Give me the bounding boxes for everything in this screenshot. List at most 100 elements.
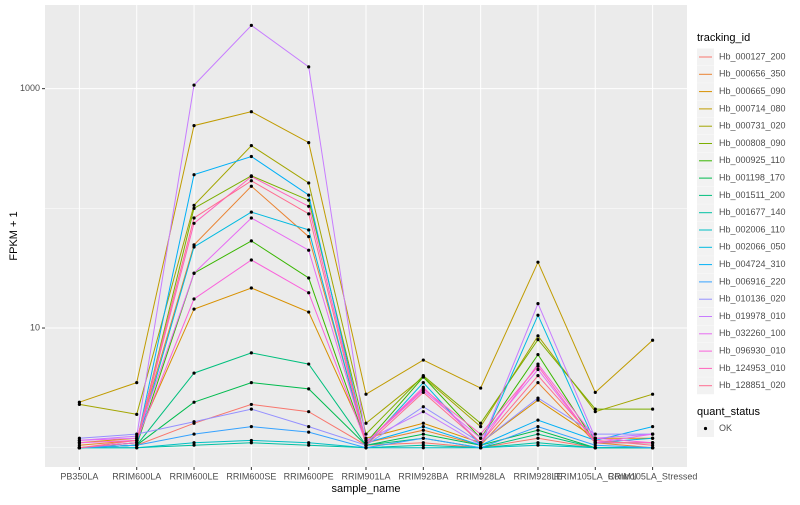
data-point: [192, 221, 196, 225]
data-point: [77, 446, 81, 450]
data-point: [77, 443, 81, 447]
data-point: [192, 400, 196, 404]
data-point: [536, 338, 540, 342]
legend-label: Hb_096930_010: [719, 345, 786, 355]
data-point: [77, 400, 81, 404]
data-point: [421, 428, 425, 432]
data-point: [307, 387, 311, 391]
legend-label: Hb_128851_020: [719, 380, 786, 390]
data-point: [192, 297, 196, 301]
data-point: [536, 380, 540, 385]
data-point: [536, 428, 540, 432]
legend-label: Hb_000925_110: [719, 155, 785, 165]
data-point: [593, 441, 597, 445]
y-tick-label: 1000: [20, 83, 40, 93]
data-point: [249, 258, 253, 262]
data-point: [479, 443, 483, 447]
data-point: [593, 407, 597, 411]
data-point: [536, 364, 540, 368]
data-point: [593, 446, 597, 450]
data-point: [249, 286, 253, 290]
data-point: [249, 110, 253, 114]
data-point: [421, 405, 425, 409]
data-point: [249, 144, 253, 148]
data-point: [192, 432, 196, 436]
data-point: [249, 179, 253, 183]
legend-label: Hb_004724_310: [719, 259, 786, 269]
data-point: [307, 65, 311, 69]
data-point: [307, 212, 311, 216]
data-point: [421, 432, 425, 436]
data-point: [536, 313, 540, 317]
data-point: [536, 301, 540, 306]
data-point: [593, 443, 597, 447]
data-point: [192, 271, 196, 275]
data-point: [249, 23, 253, 27]
legend-label: Hb_019978_010: [719, 311, 786, 321]
data-point: [249, 402, 253, 407]
data-point: [135, 436, 139, 440]
data-point: [593, 390, 597, 394]
data-point: [479, 421, 483, 425]
legend-label: Hb_000127_200: [719, 51, 786, 61]
data-point: [479, 441, 483, 445]
data-point: [479, 436, 483, 440]
data-point: [192, 216, 196, 220]
data-point: [364, 446, 368, 450]
data-point: [421, 387, 425, 391]
legend-label: Hb_001677_140: [719, 207, 786, 217]
x-tick-label: RRIM928LE: [513, 471, 562, 481]
data-point: [421, 421, 425, 425]
data-point: [192, 245, 196, 249]
legend-label: Hb_002006_110: [719, 224, 785, 234]
data-point: [77, 402, 81, 407]
data-point: [307, 141, 311, 145]
data-point: [135, 438, 139, 443]
data-point: [536, 367, 540, 372]
data-point: [249, 216, 253, 220]
legend-label: Hb_032260_100: [719, 328, 786, 338]
data-point: [307, 443, 311, 447]
data-point: [249, 438, 253, 443]
data-point: [192, 441, 196, 445]
x-axis-title: sample_name: [331, 483, 400, 495]
x-tick-label: RRIM105LA_Stressed: [608, 471, 698, 481]
data-point: [479, 432, 483, 436]
data-point: [249, 407, 253, 411]
data-point: [536, 443, 540, 447]
data-point: [364, 438, 368, 443]
data-point: [307, 204, 311, 208]
data-point: [651, 443, 655, 447]
data-point: [192, 203, 196, 207]
legend-label: Hb_124953_010: [719, 363, 786, 373]
data-point: [249, 239, 253, 243]
data-point: [249, 380, 253, 385]
legend-point: [703, 426, 708, 431]
x-tick-label: RRIM600SE: [226, 471, 276, 481]
data-point: [593, 432, 597, 436]
data-point: [364, 392, 368, 396]
data-point: [364, 443, 368, 447]
data-point: [651, 338, 655, 342]
data-point: [536, 352, 540, 357]
data-point: [307, 441, 311, 445]
data-point: [249, 210, 253, 214]
data-point: [307, 235, 311, 239]
data-point: [479, 386, 483, 390]
data-point: [536, 425, 540, 429]
legend-label: Hb_001198_170: [719, 172, 785, 182]
legend-title: tracking_id: [697, 32, 750, 44]
data-point: [307, 410, 311, 414]
legend-label: Hb_006916_220: [719, 276, 786, 286]
data-point: [593, 410, 597, 414]
x-tick-label: PB350LA: [60, 471, 98, 481]
data-point: [421, 441, 425, 445]
data-point: [593, 438, 597, 443]
data-point: [364, 432, 368, 436]
data-point: [77, 436, 81, 440]
data-point: [421, 390, 425, 394]
legend-label: Hb_000665_090: [719, 86, 786, 96]
data-point: [192, 173, 196, 177]
data-point: [307, 291, 311, 295]
data-point: [307, 310, 311, 314]
